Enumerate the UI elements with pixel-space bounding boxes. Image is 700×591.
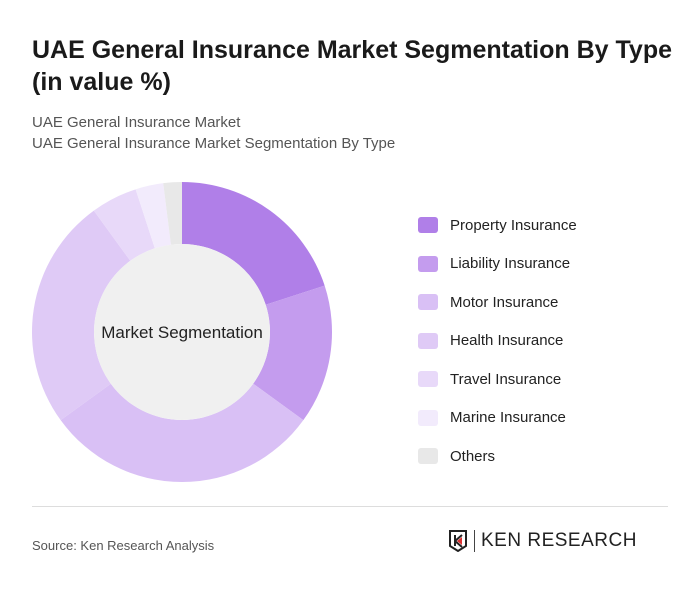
slice-travel-insurance[interactable] — [93, 189, 155, 261]
logo-text: KEN RESEARCH — [474, 530, 637, 552]
donut-hole — [94, 244, 270, 420]
source-note: Source: Ken Research Analysis — [32, 538, 215, 553]
legend-swatch — [418, 448, 438, 465]
legend-item[interactable]: Marine Insurance — [418, 399, 577, 438]
legend-label: Travel Insurance — [450, 370, 562, 388]
legend-swatch — [418, 371, 438, 388]
legend-swatch — [418, 409, 438, 426]
legend-swatch — [418, 217, 438, 234]
breadcrumb-1: UAE General Insurance Market — [32, 114, 241, 131]
slice-motor-insurance[interactable] — [60, 383, 304, 482]
legend-item[interactable]: Health Insurance — [418, 322, 577, 361]
donut-chart: Market Segmentation — [31, 182, 332, 482]
legend-label: Health Insurance — [450, 332, 564, 350]
legend-label: Marine Insurance — [450, 409, 566, 427]
legend-item[interactable]: Travel Insurance — [418, 360, 577, 399]
ken-logo-icon — [449, 530, 467, 552]
legend-swatch — [418, 294, 438, 311]
divider — [32, 506, 668, 507]
legend-item[interactable]: Others — [418, 437, 577, 476]
slice-liability-insurance[interactable] — [253, 285, 332, 421]
legend-label: Liability Insurance — [450, 255, 571, 273]
legend: Property Insurance Liability Insurance Mot… — [418, 206, 577, 476]
legend-swatch — [418, 255, 438, 272]
slice-others[interactable] — [163, 182, 182, 245]
center-label: Market Segmentation — [101, 323, 263, 342]
legend-label: Others — [450, 447, 496, 465]
slice-health-insurance[interactable] — [31, 210, 131, 421]
legend-item[interactable]: Motor Insurance — [418, 283, 577, 322]
legend-item[interactable]: Property Insurance — [418, 206, 577, 245]
slice-marine-insurance[interactable] — [135, 183, 171, 249]
legend-swatch — [418, 332, 438, 349]
breadcrumb-2: UAE General Insurance Market Segmentatio… — [32, 135, 396, 152]
legend-label: Motor Insurance — [450, 293, 559, 311]
slice-property-insurance[interactable] — [182, 182, 325, 305]
legend-item[interactable]: Liability Insurance — [418, 245, 577, 284]
chart-title: UAE General Insurance Market Segmentatio… — [32, 36, 673, 96]
ken-research-logo: KEN RESEARCH — [448, 530, 637, 552]
legend-label: Property Insurance — [450, 216, 577, 234]
